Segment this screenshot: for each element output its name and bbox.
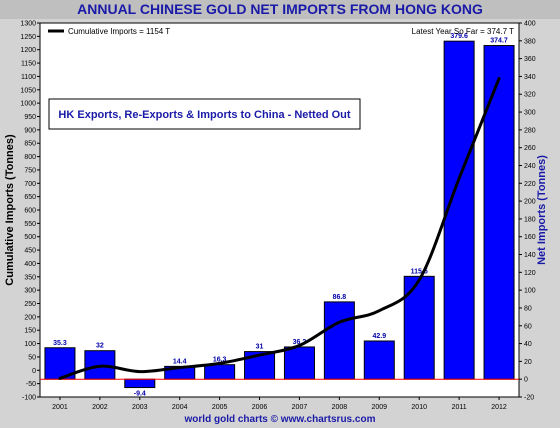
left-axis-tick-label: 950 bbox=[24, 114, 36, 121]
x-axis-tick-label: 2006 bbox=[252, 404, 268, 411]
right-axis-title: Net Imports (Tonnes) bbox=[536, 155, 548, 265]
right-axis-tick-label: 200 bbox=[524, 199, 536, 206]
left-axis-tick-label: 0 bbox=[32, 368, 36, 375]
right-axis-tick-label: 360 bbox=[524, 56, 536, 63]
left-axis-tick-label: 1200 bbox=[20, 47, 36, 54]
left-axis-tick-label: 450 bbox=[24, 248, 36, 255]
left-axis-tick-label: 100 bbox=[24, 341, 36, 348]
bar-value-label: 42.9 bbox=[372, 333, 386, 340]
right-axis-tick-label: 240 bbox=[524, 163, 536, 170]
bar-value-label: 16.3 bbox=[213, 357, 227, 364]
bar-value-label: 31 bbox=[256, 344, 264, 351]
left-axis-title: Cumulative Imports (Tonnes) bbox=[4, 134, 16, 286]
cumulative-line bbox=[58, 77, 501, 380]
bar-value-label: 14.4 bbox=[173, 358, 187, 365]
x-axis-tick-label: 2007 bbox=[292, 404, 308, 411]
right-axis-tick-label: 100 bbox=[524, 288, 536, 295]
left-axis-tick-label: 350 bbox=[24, 274, 36, 281]
left-axis-tick-label: 200 bbox=[24, 314, 36, 321]
bar-value-label: 36.2 bbox=[293, 339, 307, 346]
left-axis-tick-label: 1150 bbox=[21, 61, 36, 68]
left-axis-tick-label: -50 bbox=[26, 381, 36, 388]
left-axis-tick-label: 850 bbox=[24, 141, 36, 148]
left-axis-tick-label: 650 bbox=[24, 194, 36, 201]
left-axis-tick-label: 1300 bbox=[20, 21, 36, 28]
annotation-box bbox=[48, 98, 361, 130]
left-axis-tick-label: 150 bbox=[24, 328, 36, 335]
bar bbox=[363, 340, 395, 380]
left-axis-tick-label: 1100 bbox=[21, 74, 36, 81]
right-axis-tick-label: 60 bbox=[524, 323, 532, 330]
chart-title: ANNUAL CHINESE GOLD NET IMPORTS FROM HON… bbox=[0, 0, 560, 19]
left-axis-tick-label: 1050 bbox=[20, 87, 36, 94]
chart-footer: world gold charts © www.chartsrus.com bbox=[184, 414, 376, 425]
right-axis-tick-label: 220 bbox=[524, 181, 536, 188]
bar-value-label: 35.3 bbox=[53, 340, 67, 347]
left-axis-tick-label: 750 bbox=[24, 167, 36, 174]
left-axis-tick-label: 1000 bbox=[20, 101, 36, 108]
annotation-text: HK Exports, Re-Exports & Imports to Chin… bbox=[58, 109, 350, 121]
bar-value-label: -9.4 bbox=[134, 391, 146, 398]
legend-cumulative: Cumulative Imports = 1154 T bbox=[68, 27, 170, 36]
bar bbox=[204, 364, 236, 380]
right-axis-tick-label: 380 bbox=[524, 38, 536, 45]
left-axis-tick-label: 800 bbox=[24, 154, 36, 161]
left-axis-tick-label: -100 bbox=[22, 395, 36, 402]
right-axis-tick-label: 320 bbox=[524, 92, 536, 99]
plot-area bbox=[39, 22, 520, 398]
right-axis-tick-label: 400 bbox=[524, 21, 536, 28]
left-axis-tick-label: 550 bbox=[24, 221, 36, 228]
right-axis-tick-label: -20 bbox=[524, 395, 534, 402]
right-axis-tick-label: 120 bbox=[524, 270, 536, 277]
legend-latest-year: Latest Year So Far = 374.7 T bbox=[412, 27, 514, 36]
bar bbox=[323, 301, 355, 380]
bar-value-label: 115.5 bbox=[411, 268, 428, 275]
left-axis-tick-label: 250 bbox=[24, 301, 36, 308]
left-axis-tick-label: 600 bbox=[24, 208, 36, 215]
right-axis-tick-label: 260 bbox=[524, 145, 536, 152]
bar bbox=[483, 45, 515, 380]
x-axis-tick-label: 2009 bbox=[372, 404, 388, 411]
bar bbox=[124, 378, 156, 389]
bar-value-label: 374.7 bbox=[490, 38, 508, 45]
bar-value-label: 86.8 bbox=[333, 294, 347, 301]
bar-value-label: 379.6 bbox=[450, 33, 468, 40]
x-axis-tick-label: 2011 bbox=[452, 404, 467, 411]
x-axis-tick-label: 2010 bbox=[411, 404, 427, 411]
x-axis-tick-label: 2002 bbox=[92, 404, 108, 411]
right-axis-tick-label: 340 bbox=[524, 74, 536, 81]
right-axis-tick-label: 280 bbox=[524, 127, 536, 134]
x-axis-tick-label: 2008 bbox=[332, 404, 348, 411]
right-axis-tick-label: 0 bbox=[524, 377, 528, 384]
left-axis-tick-label: 500 bbox=[24, 234, 36, 241]
right-axis-tick-label: 140 bbox=[524, 252, 536, 259]
left-axis-tick-label: 400 bbox=[24, 261, 36, 268]
right-axis-tick-label: 80 bbox=[524, 305, 532, 312]
left-axis-tick-label: 700 bbox=[24, 181, 36, 188]
left-axis-tick-label: 50 bbox=[28, 354, 36, 361]
bar bbox=[283, 346, 315, 380]
right-axis-tick-label: 180 bbox=[524, 216, 536, 223]
x-axis-tick-label: 2003 bbox=[132, 404, 148, 411]
right-axis-tick-label: 40 bbox=[524, 341, 532, 348]
right-axis-tick-label: 160 bbox=[524, 234, 536, 241]
x-axis-tick-label: 2001 bbox=[52, 404, 68, 411]
right-axis-tick-label: 300 bbox=[524, 110, 536, 117]
x-axis-tick-label: 2012 bbox=[491, 404, 507, 411]
bar-value-label: 32 bbox=[96, 343, 104, 350]
x-axis-tick-label: 2004 bbox=[172, 404, 188, 411]
left-axis-tick-label: 300 bbox=[24, 288, 36, 295]
right-axis-tick-label: 20 bbox=[524, 359, 532, 366]
left-axis-tick-label: 1250 bbox=[20, 34, 36, 41]
x-axis-tick-label: 2005 bbox=[212, 404, 228, 411]
left-axis-tick-label: 900 bbox=[24, 127, 36, 134]
